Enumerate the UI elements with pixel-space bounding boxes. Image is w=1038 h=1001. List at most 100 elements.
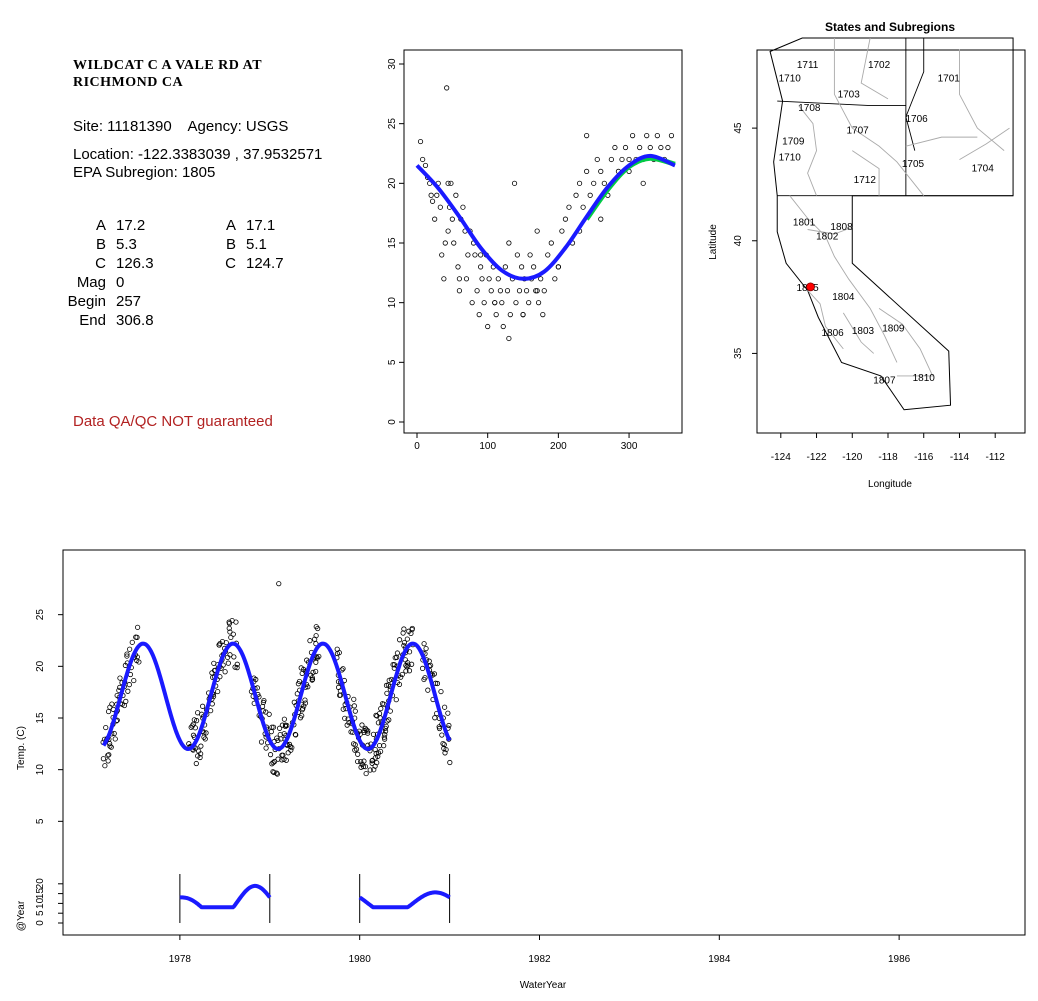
y-tick-label: 5 [387,359,398,365]
obs-point [310,669,316,675]
obs-point [269,724,275,730]
obs-point [382,728,389,734]
data-point [665,144,671,151]
site-name-line1: WILDCAT C A VALE RD AT [73,58,263,73]
param-k1: B [95,236,106,253]
fit-curve [101,641,452,752]
obs-point [401,626,407,632]
obs-point [365,730,371,736]
param-k1: Mag [76,274,106,291]
data-point [506,240,512,246]
region-label: 1808 [830,222,853,233]
region-label: 1712 [854,175,877,186]
obs-point [233,619,239,625]
obs-point [406,668,413,674]
data-point [516,288,523,294]
y-tick-label: 15 [387,237,398,249]
region-label: 1702 [868,60,891,71]
obs-point [270,724,277,730]
region-label: 1707 [847,125,870,136]
region-label: 1711 [797,60,819,71]
param-v1: 306.8 [116,312,154,329]
param-k1: End [79,312,106,329]
data-point [481,300,487,306]
obs-point [123,698,129,704]
ts-xlabel: WaterYear [520,980,567,991]
obs-point [194,718,200,724]
obs-point [315,625,321,632]
y-tick-label: 0 [387,419,398,425]
obs-point [117,675,123,681]
y-tick-label: 10 [35,764,46,776]
obs-point [274,770,280,776]
data-point [587,192,593,198]
obs-point [289,744,295,751]
obs-point [260,699,267,705]
subregion-boundary [860,37,889,100]
map-frame [756,49,1026,434]
obs-point [363,770,369,777]
x-tick-label: -114 [950,452,970,463]
year-fit-curve [179,883,272,910]
data-point [478,252,484,258]
param-row: End 306.8 [58,311,316,330]
obs-point [198,743,204,749]
data-point [476,311,482,318]
obs-point [226,620,233,627]
obs-point [274,771,280,777]
param-row: Begin 257 [58,292,316,311]
data-point [463,276,470,282]
obs-point [223,640,229,646]
param-v2: 17.1 [246,217,276,234]
data-point [432,216,438,222]
data-point [445,180,451,186]
data-point [479,276,485,282]
data-point [460,204,466,210]
location-line: Location: -122.3383039 , 37.9532571 [73,146,323,163]
data-point [576,180,583,186]
x-tick-label: -116 [914,452,934,463]
subregion-boundary [807,226,853,235]
site-agency-line: Site: 11181390 Agency: USGS [73,118,289,135]
obs-point [342,715,348,721]
data-point [506,335,512,342]
obs-point [314,655,320,661]
obs-point [425,687,431,693]
obs-point [253,676,259,683]
data-point [541,288,547,294]
obs-point [382,732,388,738]
data-point [531,264,537,270]
obs-point [134,654,140,660]
obs-point [222,669,228,675]
data-point [497,288,504,294]
map-xlabel: Longitude [868,479,912,490]
data-point [629,133,636,139]
subregion-boundary [798,105,817,196]
obs-point [443,746,449,753]
obs-point [227,652,233,658]
data-point [511,180,518,186]
disclaimer-text: Data QA/QC NOT guaranteed [73,413,273,430]
data-point [637,144,643,151]
obs-point [131,677,137,684]
region-label: 1810 [913,373,936,384]
obs-point [396,637,403,643]
param-row: A 17.2 A 17.1 [58,216,316,235]
data-point [456,288,463,294]
param-v1: 17.2 [116,217,146,234]
y2-tick-label: 5 [35,910,46,916]
obs-point [340,666,346,672]
data-point [526,300,532,306]
obs-point [381,743,387,749]
data-point [523,288,530,294]
data-point [580,204,586,210]
obs-point [215,688,221,695]
x-tick-label: -120 [842,452,862,463]
data-point [417,138,424,145]
obs-point [135,624,141,630]
data-point [584,168,590,174]
obs-point [100,756,107,762]
data-point [441,276,447,282]
obs-point [422,675,428,681]
